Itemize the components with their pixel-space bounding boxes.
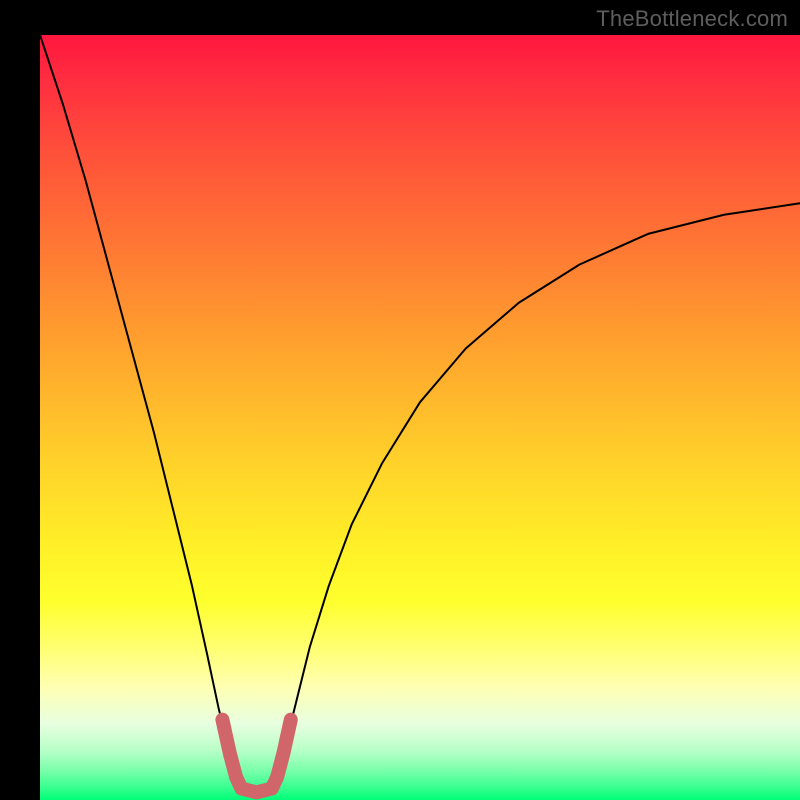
chart-frame: TheBottleneck.com	[0, 0, 800, 800]
gradient-background	[40, 35, 800, 800]
plot-area	[40, 35, 800, 800]
watermark-text: TheBottleneck.com	[596, 6, 788, 32]
bottleneck-curve-chart	[40, 35, 800, 800]
